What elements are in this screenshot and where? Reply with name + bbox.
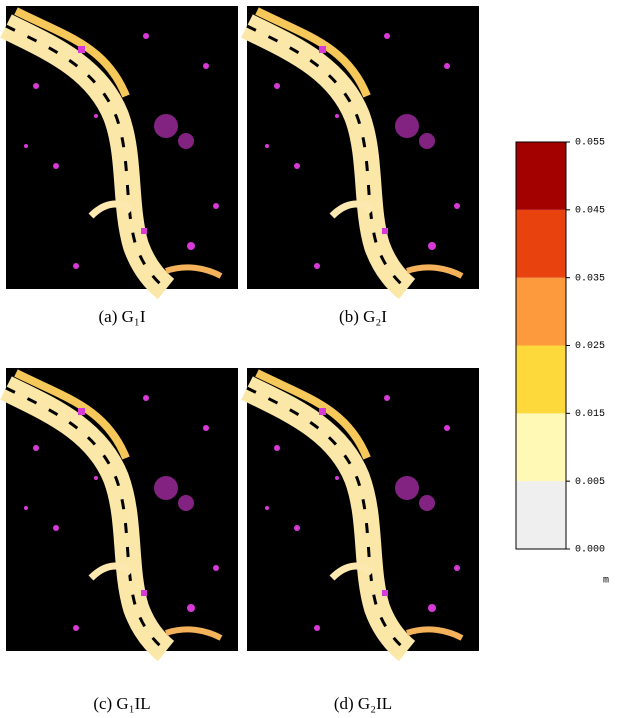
colorbar-unit: m [603,576,609,587]
caption: (d) G₂IL [334,694,392,713]
panel-image [247,368,479,651]
colorbar-segment [516,346,566,414]
caption: (c) G₁IL [93,694,150,713]
tick-label: 0.000 [575,545,605,556]
colorbar-segment [516,142,566,210]
colorbar-segment [516,413,566,481]
caption: (a) G₁I [99,307,146,326]
tick-label: 0.015 [575,409,605,420]
tick-label: 0.045 [575,205,605,216]
tick-label: 0.005 [575,477,605,488]
tick-label: 0.025 [575,341,605,352]
tick-label: 0.055 [575,138,605,149]
panel-image [247,6,479,289]
colorbar-segment [516,481,566,549]
panel-image [6,368,238,651]
figure: (a) G₁I (b) G₂I (c) G₁IL (d) G₂IL m 0.00… [0,0,619,718]
colorbar-segment [516,278,566,346]
tick-label: 0.035 [575,273,605,284]
colorbar-segment [516,210,566,278]
panel-image [6,6,238,289]
caption: (b) G₂I [339,307,387,326]
